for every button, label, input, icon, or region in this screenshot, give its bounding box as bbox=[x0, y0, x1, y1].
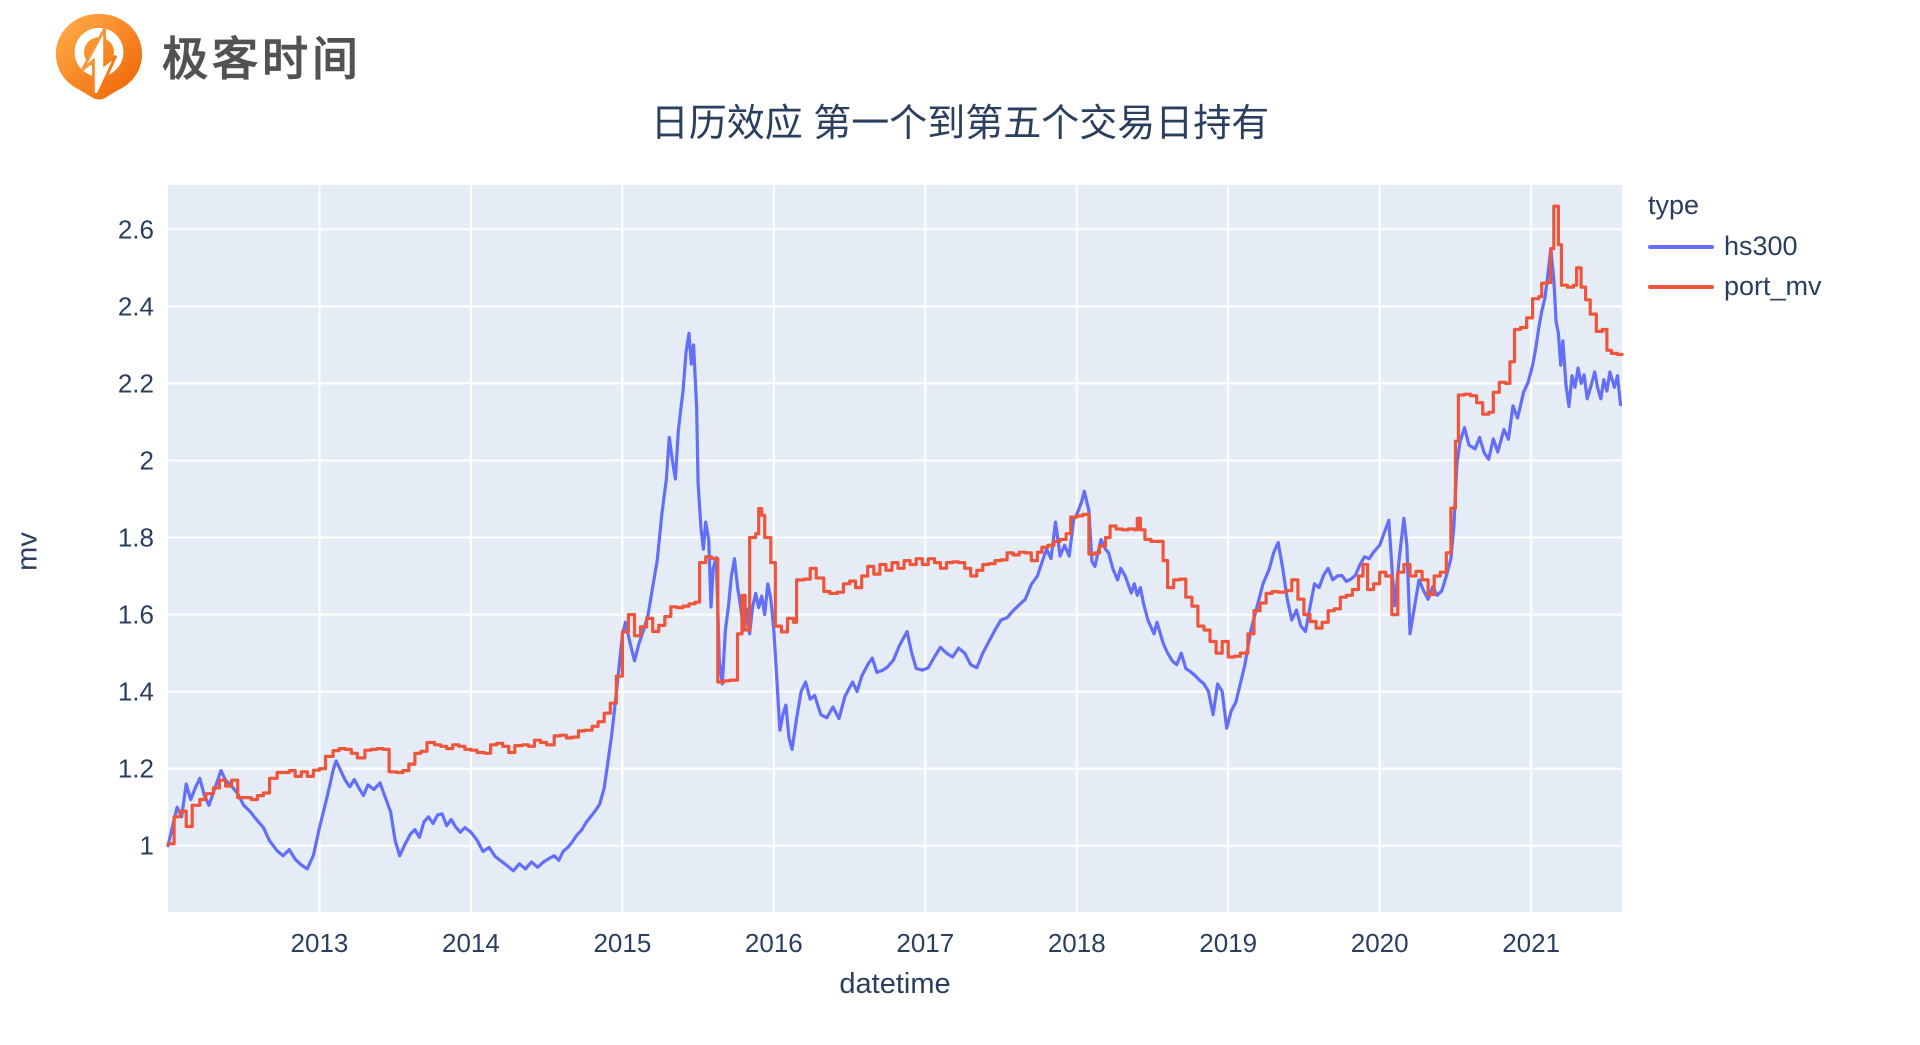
legend-item-label: port_mv bbox=[1724, 271, 1822, 301]
y-tick-label: 2 bbox=[140, 445, 154, 475]
y-tick-label: 1.4 bbox=[118, 677, 154, 707]
port_mv-line bbox=[166, 204, 1624, 846]
y-tick-label: 1.8 bbox=[118, 523, 154, 553]
port_mv-line-swatch bbox=[1648, 284, 1714, 289]
hs300-line bbox=[166, 247, 1623, 873]
y-tick-label: 2.2 bbox=[118, 368, 154, 398]
legend: type hs300 port_mv bbox=[1648, 190, 1822, 311]
chart-title: 日历效应 第一个到第五个交易日持有 bbox=[650, 103, 1270, 145]
geektime-logo: 极客时间 bbox=[52, 12, 362, 100]
y-tick-label: 2.4 bbox=[118, 291, 154, 321]
x-axis-title: datetime bbox=[839, 968, 951, 1000]
x-tick-label: 2021 bbox=[1502, 928, 1560, 958]
geektime-logo-icon bbox=[55, 13, 143, 100]
legend-title: type bbox=[1648, 190, 1700, 220]
legend-item-hs300[interactable]: hs300 bbox=[1648, 231, 1822, 262]
x-tick-label: 2015 bbox=[593, 928, 651, 958]
x-tick-label: 2018 bbox=[1048, 928, 1106, 958]
geektime-logo-text: 极客时间 bbox=[162, 33, 362, 85]
hs300-line-swatch bbox=[1648, 244, 1714, 249]
y-tick-label: 1 bbox=[140, 831, 154, 861]
y-tick-label: 1.2 bbox=[118, 754, 154, 784]
x-tick-label: 2017 bbox=[896, 928, 954, 958]
y-tick-label: 1.6 bbox=[118, 600, 154, 630]
x-tick-label: 2014 bbox=[442, 928, 500, 958]
y-tick-label: 2.6 bbox=[118, 214, 154, 244]
x-tick-label: 2013 bbox=[291, 928, 349, 958]
x-tick-label: 2016 bbox=[745, 928, 803, 958]
legend-item-port_mv[interactable]: port_mv bbox=[1648, 271, 1822, 302]
x-tick-label: 2020 bbox=[1351, 928, 1409, 958]
legend-item-label: hs300 bbox=[1724, 231, 1798, 261]
y-axis-title: mv bbox=[11, 532, 44, 571]
x-tick-label: 2019 bbox=[1199, 928, 1257, 958]
